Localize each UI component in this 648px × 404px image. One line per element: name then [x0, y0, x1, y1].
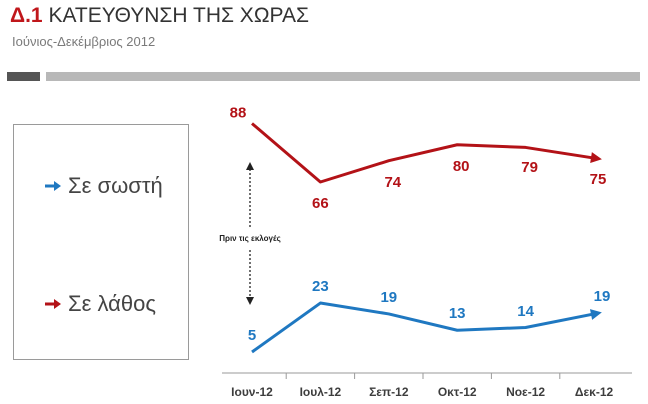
x-axis: Ιουν-12 Ιουλ-12 Σεπ-12 Οκτ-12 Νοε-12 Δεκ-12: [222, 372, 632, 399]
legend-box: Σε σωστή Σε λάθος: [13, 124, 189, 360]
series-line-wrong: [251, 122, 595, 184]
data-label: 19: [594, 288, 611, 305]
data-label: 13: [449, 305, 466, 322]
x-tick-label: Δεκ-12: [575, 385, 614, 399]
x-tick-label: Νοε-12: [506, 385, 545, 399]
pre-election-annotation: Πριν τις εκλογές: [219, 162, 281, 305]
x-tick-label: Ιουν-12: [231, 385, 273, 399]
x-tick-label: Οκτ-12: [438, 385, 477, 399]
data-label: 19: [380, 289, 397, 306]
data-label: 66: [312, 195, 329, 212]
title-text: ΚΑΤΕΥΘΥΝΣΗ ΤΗΣ ΧΩΡΑΣ: [48, 4, 309, 27]
arrow-right-icon: [45, 299, 61, 309]
legend-label-wrong: Σε λάθος: [68, 291, 156, 316]
series-end-arrow: [589, 309, 602, 320]
series-group: 88 66 74 80 79 75 5 23 19 13 14 19: [230, 104, 611, 354]
header-rule-light: [46, 72, 640, 81]
legend-item-correct: Σε σωστή: [44, 173, 163, 199]
x-tick-label: Ιουλ-12: [300, 385, 342, 399]
data-label: 75: [590, 171, 607, 188]
arrow-right-icon: [45, 181, 61, 191]
data-label: 5: [248, 327, 256, 344]
data-label: 23: [312, 278, 329, 295]
annotation-text: Πριν τις εκλογές: [219, 234, 281, 243]
legend-item-wrong: Σε λάθος: [44, 291, 156, 317]
data-label: 88: [230, 104, 247, 121]
x-tick-label: Σεπ-12: [369, 385, 409, 399]
data-label: 79: [521, 159, 538, 176]
data-label: 74: [384, 174, 401, 191]
page-title: Δ.1 ΚΑΤΕΥΘΥΝΣΗ ΤΗΣ ΧΩΡΑΣ: [10, 4, 309, 28]
data-label: 14: [517, 303, 534, 320]
page-subtitle: Ιούνιος-Δεκέμβριος 2012: [12, 34, 156, 49]
data-label: 80: [453, 158, 470, 175]
header-rule-dark: [7, 72, 40, 81]
legend-label-correct: Σε σωστή: [68, 173, 163, 198]
title-number: Δ.1: [10, 4, 43, 27]
series-end-arrow: [590, 152, 602, 164]
series-line-correct: [251, 301, 595, 354]
